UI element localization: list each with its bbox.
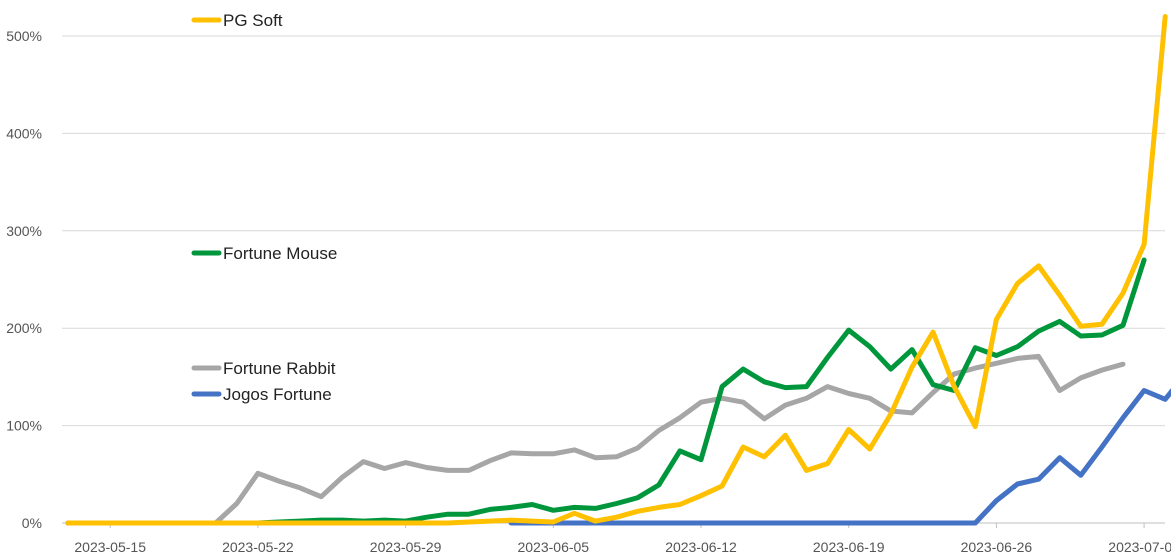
series-line-fortune-rabbit: [65, 353, 1126, 526]
gridlines: [62, 35, 1165, 427]
series-lines: [65, 14, 1171, 526]
legend: PG Soft Fortune Mouse Fortune Rabbit Jogos …: [191, 11, 337, 404]
x-tick-label: 2023-06-26: [961, 539, 1033, 555]
legend-label: Jogos Fortune: [223, 385, 332, 404]
series-line-jogos-fortune: [508, 388, 1171, 526]
legend-label: PG Soft: [223, 11, 283, 30]
x-tick-label: 2023-05-15: [74, 539, 146, 555]
series-line-pg-soft: [65, 14, 1168, 526]
x-tick-label: 2023-05-29: [370, 539, 442, 555]
x-tick-label: 2023-06-05: [517, 539, 589, 555]
y-tick-label: 300%: [6, 223, 42, 239]
legend-item-pg-soft: PG Soft: [191, 11, 283, 30]
legend-item-jogos-fortune: Jogos Fortune: [191, 385, 332, 404]
legend-item-fortune-rabbit: Fortune Rabbit: [191, 359, 336, 378]
x-tick-label: 2023-06-12: [665, 539, 737, 555]
y-tick-label: 200%: [6, 320, 42, 336]
x-axis-tick-labels: 2023-05-15 2023-05-22 2023-05-29 2023-06-05…: [74, 523, 1171, 555]
legend-label: Fortune Mouse: [223, 244, 337, 263]
y-axis-tick-labels: 0% 100% 200% 300% 400% 500%: [6, 28, 42, 531]
legend-item-fortune-mouse: Fortune Mouse: [191, 244, 337, 263]
x-tick-label: 2023-06-19: [813, 539, 885, 555]
y-tick-label: 0%: [22, 515, 42, 531]
y-tick-label: 400%: [6, 125, 42, 141]
legend-label: Fortune Rabbit: [223, 359, 336, 378]
x-tick-label: 2023-05-22: [222, 539, 294, 555]
y-tick-label: 100%: [6, 418, 42, 434]
x-tick-label: 2023-07-03: [1108, 539, 1171, 555]
y-tick-label: 500%: [6, 28, 42, 44]
